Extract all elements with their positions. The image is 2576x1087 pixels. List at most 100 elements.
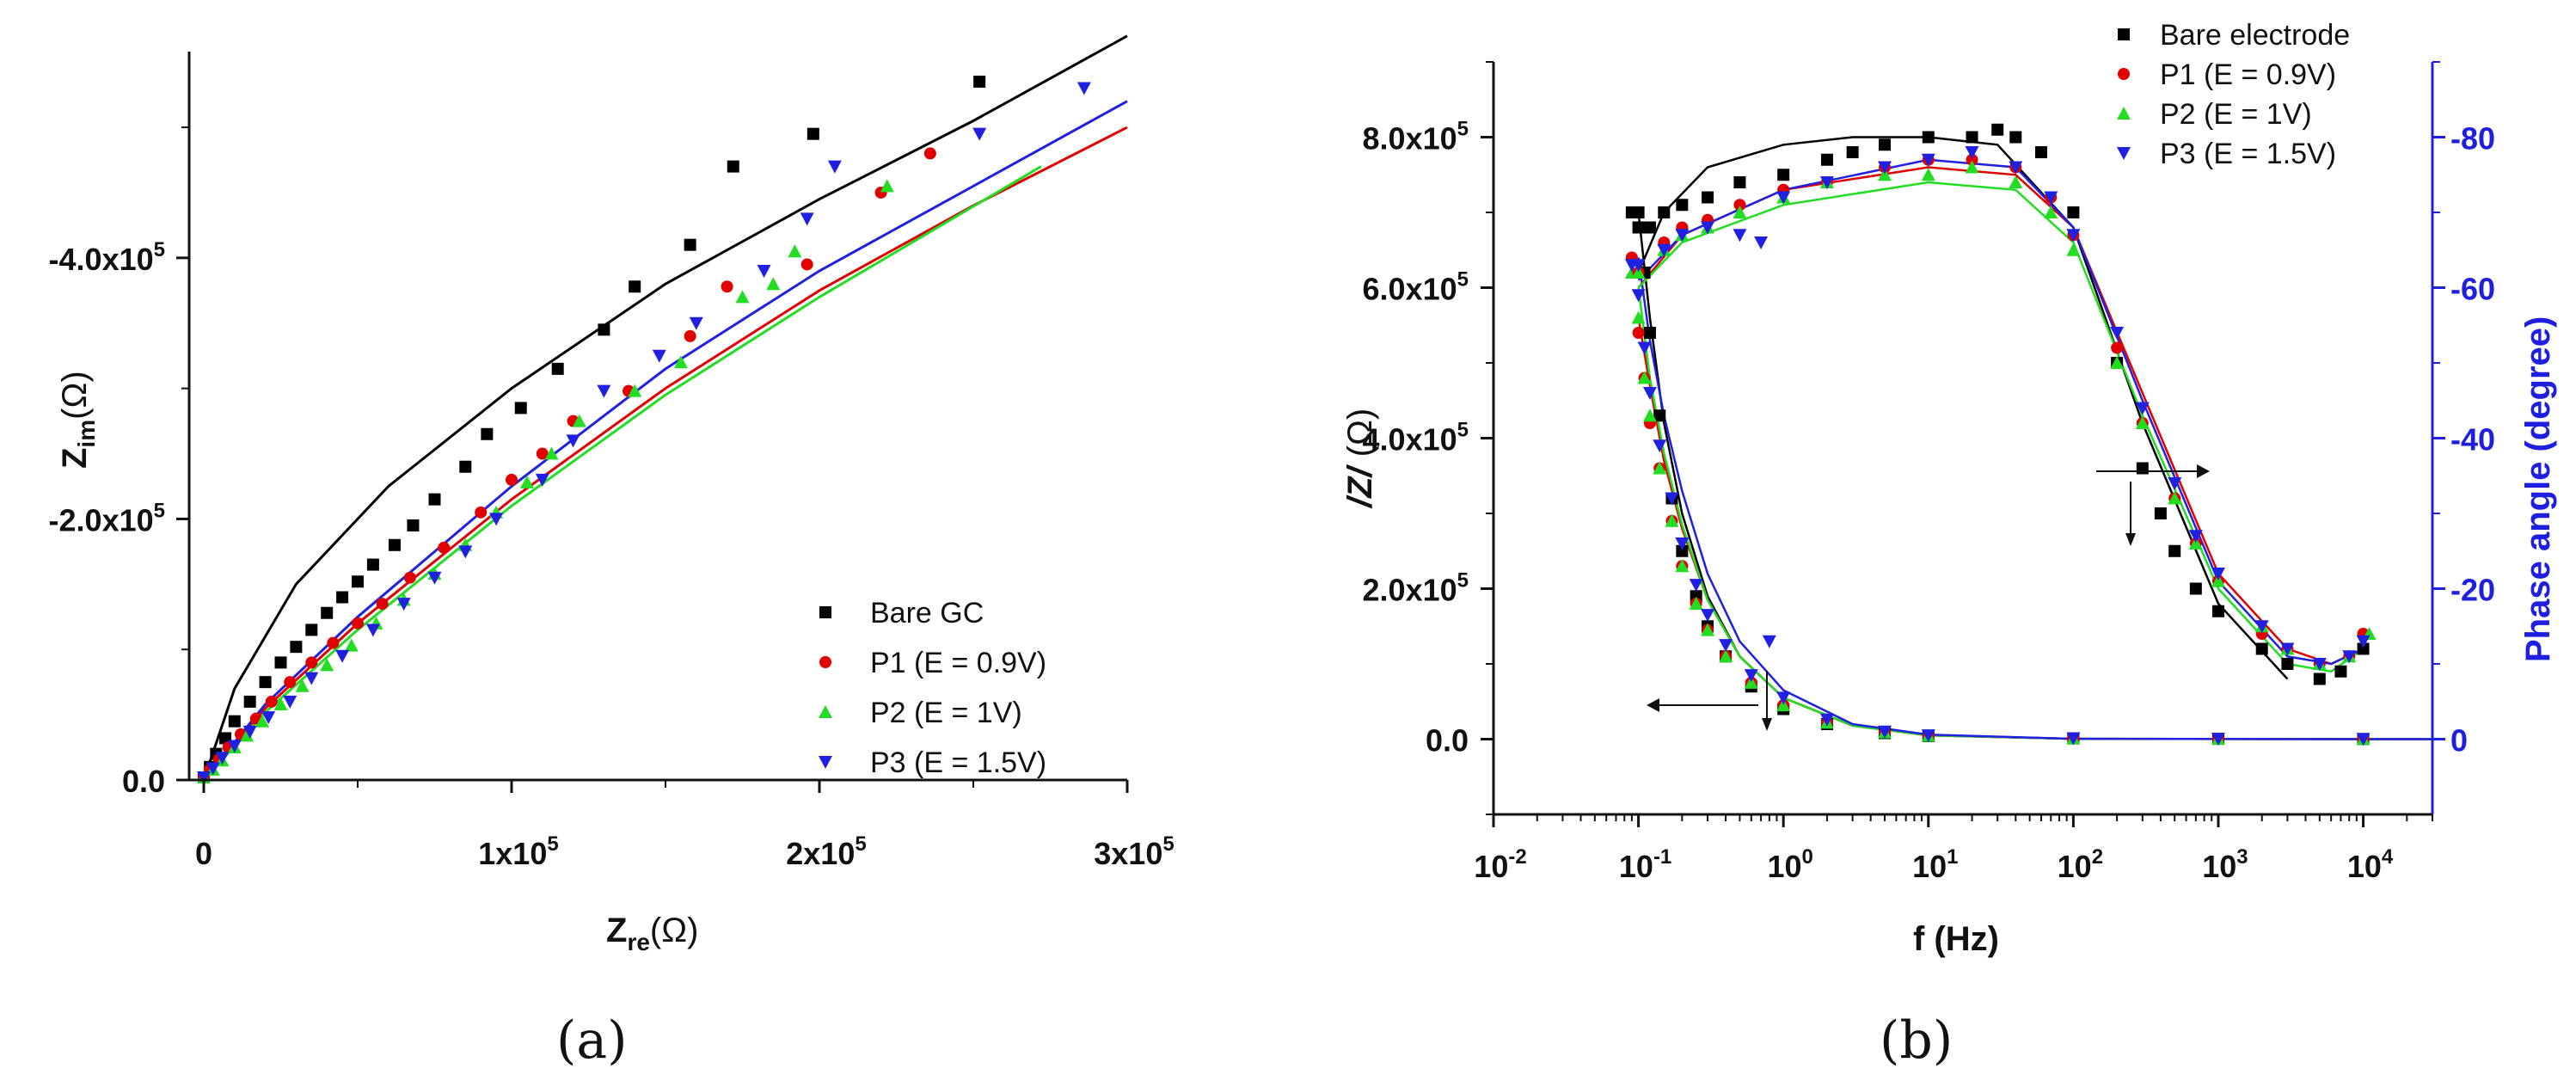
a-legend-label-1: P1 (E = 0.9V) [870,647,1046,679]
b-magnitude-point-2-8 [1701,623,1715,636]
a-point-1-12 [403,571,416,584]
b-phase-point-3-6 [1776,191,1791,205]
b-phase-point-3-0 [1631,259,1646,273]
b-phase-fit-1 [1637,166,2364,666]
a-point-0-10 [321,606,334,619]
a-point-2-23 [880,179,894,193]
b-magnitude-point-3-16 [2066,732,2081,746]
a-point-2-16 [544,446,559,460]
b-phase-point-0-26 [2357,642,2370,655]
a-legend-label-0: Bare GC [870,597,984,629]
a-y-tick-label-0: 0.0 [122,764,165,799]
b-magnitude-point-3-14 [1878,725,1892,739]
b-phase-point-2-10 [2009,175,2023,188]
b-x-tick-label-4: 102 [2058,845,2103,884]
a-point-1-7 [284,676,297,689]
b-phase-point-3-3 [1701,221,1715,235]
a-point-1-14 [475,506,488,519]
a-fit-line-1 [202,126,1128,781]
a-fit-line-0 [202,34,1128,781]
b-legend-label-1: P1 (E = 0.9V) [2160,58,2336,91]
b-magnitude-point-2-7 [1689,597,1703,610]
b-magnitude-point-3-1 [1631,289,1646,303]
b-phase-point-2-14 [2135,416,2150,429]
b-legend-marker-3 [2117,147,2131,160]
b-phase-point-3-17 [2188,530,2203,544]
a-point-2-9 [344,638,359,652]
a-point-2-7 [295,679,310,692]
a-legend-marker-2 [819,705,832,718]
b-phase-point-3-15 [2135,402,2150,415]
b-phase-point-0-11 [1966,131,1978,144]
a-point-2-19 [673,355,688,369]
b-phase-point-0-7 [1820,153,1833,166]
a-y-axis-label: Zim(Ω) [56,371,100,469]
b-phase-point-0-6 [1777,169,1790,181]
a-point-3-23 [1076,82,1091,95]
b-phase-point-0-18 [2154,507,2167,519]
a-legend-label-3: P3 (E = 1.5V) [870,746,1046,779]
a-point-2-15 [519,475,534,488]
b-y-right-tick-label-1: -20 [2450,573,2495,608]
b-y-left-tick-label-4: 8.0x105 [1363,118,1469,157]
b-phase-point-2-7 [1878,168,1892,181]
a-x-axis-label: Zre(Ω) [606,912,698,955]
a-point-3-12 [458,545,473,559]
b-phase-point-0-20 [2189,582,2202,595]
b-phase-point-2-17 [2211,574,2225,587]
b-magnitude-point-0-6 [1676,544,1689,557]
a-point-0-19 [514,402,527,415]
a-panel-label: (a) [556,1010,628,1071]
b-phase-point-2-9 [1965,160,1979,174]
b-legend-marker-2 [2117,107,2131,120]
b-y-right-tick-label-2: -40 [2450,422,2495,458]
b-y-right-axis-label: Phase angle (degree) [2519,316,2557,662]
a-point-1-10 [352,617,364,629]
a-y-tick-label-2: -4.0x105 [49,238,165,277]
b-phase-point-1-9 [1966,153,1978,166]
b-phase-point-3-14 [2110,327,2125,340]
b-legend-marker-0 [2118,28,2130,40]
b-panel-label: (b) [1880,1010,1953,1071]
a-point-0-12 [352,575,364,588]
a-point-3-3 [227,740,242,753]
b-phase-point-3-13 [2066,229,2081,243]
a-point-0-9 [305,623,318,636]
b-x-tick-label-1: 10-1 [1619,845,1671,884]
a-legend-marker-3 [819,756,832,769]
a-point-0-13 [366,558,379,571]
b-magnitude-point-2-9 [1719,649,1733,663]
a-point-3-20 [800,212,814,226]
b-y-left-tick-label-3: 6.0x105 [1363,268,1469,307]
a-point-1-21 [800,258,813,271]
b-magnitude-point-3-4 [1653,439,1667,453]
a-point-0-15 [407,519,420,532]
b-x-tick-label-6: 104 [2347,845,2394,884]
a-point-3-5 [261,711,276,725]
a-point-2-18 [628,384,642,397]
b-magnitude-point-3-15 [1921,729,1935,743]
a-point-1-16 [536,447,549,460]
b-magnitude-point-2-4 [1653,461,1667,475]
b-phase-fit-2 [1637,181,2364,673]
b-x-tick-label-3: 101 [1912,845,1958,884]
b-arrowhead-down-left [1762,718,1772,731]
b-phase-point-3-2 [1675,229,1690,243]
b-arrowhead-left [1647,698,1659,712]
a-point-1-9 [327,636,340,649]
b-legend-label-3: P3 (E = 1.5V) [2160,138,2336,170]
b-magnitude-point-3-7 [1689,579,1703,593]
b-phase-point-3-23 [2356,635,2371,648]
a-point-3-10 [396,598,411,611]
a-point-3-9 [365,623,380,637]
a-point-3-4 [242,725,257,739]
b-phase-point-0-9 [1879,138,1892,151]
b-x-axis-label: f (Hz) [1913,920,1999,958]
b-magnitude-point-3-12 [1776,691,1791,705]
a-point-0-22 [629,280,641,293]
b-phase-point-3-12 [2044,191,2058,205]
b-magnitude-point-3-6 [1675,537,1690,550]
a-point-1-11 [376,598,389,611]
a-point-2-20 [735,290,750,304]
a-point-1-20 [721,280,733,293]
